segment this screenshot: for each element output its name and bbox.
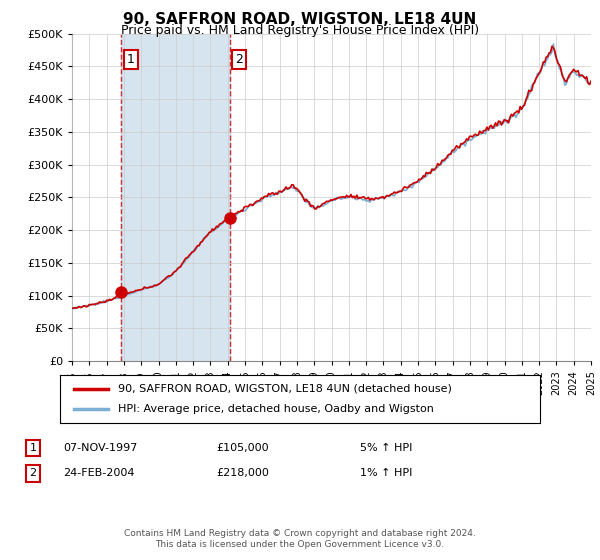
Text: 2: 2 [235,53,244,66]
Text: 24-FEB-2004: 24-FEB-2004 [63,468,134,478]
Text: 07-NOV-1997: 07-NOV-1997 [63,443,137,453]
Text: HPI: Average price, detached house, Oadby and Wigston: HPI: Average price, detached house, Oadb… [118,404,433,414]
Bar [121,34,230,361]
Text: 90, SAFFRON ROAD, WIGSTON, LE18 4UN: 90, SAFFRON ROAD, WIGSTON, LE18 4UN [124,12,476,27]
Text: £218,000: £218,000 [216,468,269,478]
Text: £105,000: £105,000 [216,443,269,453]
Text: 1% ↑ HPI: 1% ↑ HPI [360,468,412,478]
Text: Contains HM Land Registry data © Crown copyright and database right 2024.
This d: Contains HM Land Registry data © Crown c… [124,529,476,549]
Text: 5% ↑ HPI: 5% ↑ HPI [360,443,412,453]
Text: 90, SAFFRON ROAD, WIGSTON, LE18 4UN (detached house): 90, SAFFRON ROAD, WIGSTON, LE18 4UN (det… [118,384,451,394]
Text: 2: 2 [29,468,37,478]
Text: 1: 1 [127,53,134,66]
Text: 1: 1 [29,443,37,453]
Text: Price paid vs. HM Land Registry's House Price Index (HPI): Price paid vs. HM Land Registry's House … [121,24,479,37]
